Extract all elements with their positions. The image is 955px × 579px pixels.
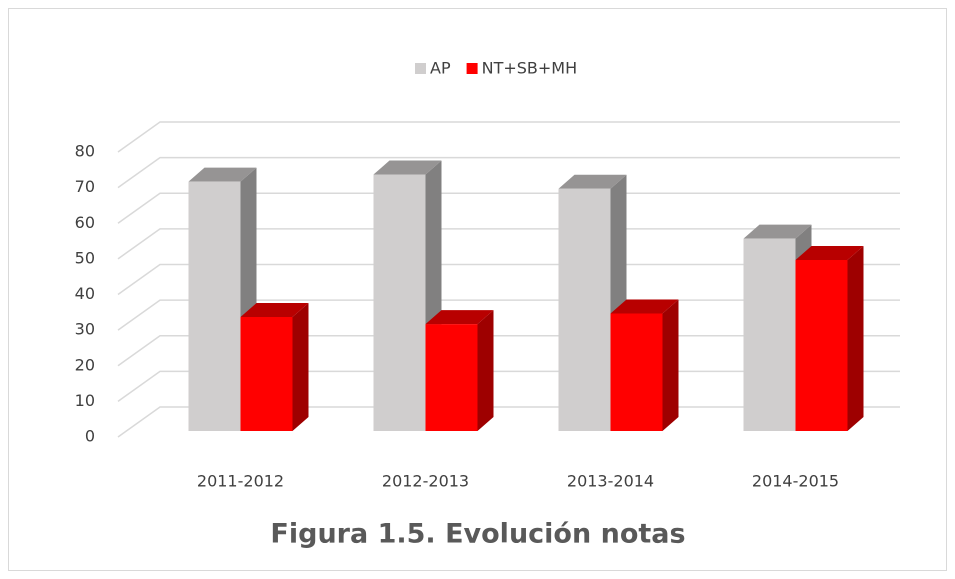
y-tick-label: 60	[75, 213, 95, 232]
grid-line	[117, 156, 900, 189]
bar-top	[188, 167, 257, 182]
y-tick-label: 10	[75, 391, 95, 410]
bar-side	[477, 310, 494, 431]
bar-front	[610, 313, 663, 431]
y-tick-label: 40	[75, 284, 95, 303]
legend-swatch	[415, 63, 426, 74]
bar	[795, 246, 864, 431]
legend-label: NT+SB+MH	[482, 59, 578, 78]
x-tick-label: 2013-2014	[567, 472, 654, 491]
grid-line	[117, 192, 900, 224]
y-tick-label: 20	[75, 355, 95, 374]
bar	[610, 299, 679, 431]
bar-top	[610, 299, 679, 314]
bar-top	[373, 160, 442, 175]
y-tick-label: 80	[75, 142, 95, 161]
bar-top	[425, 310, 494, 325]
bar-top	[743, 224, 812, 239]
y-tick-label: 0	[85, 427, 95, 446]
bar-front	[240, 317, 293, 431]
bar-top	[240, 303, 309, 317]
bar-top	[558, 174, 627, 189]
bar	[558, 174, 627, 431]
bar	[240, 303, 309, 431]
chart-title: Figura 1.5. Evolución notas	[270, 519, 685, 550]
x-tick-label: 2011-2012	[197, 472, 284, 491]
grid-line	[117, 263, 900, 296]
legend-label: AP	[430, 59, 451, 78]
x-tick-label: 2014-2015	[752, 472, 839, 491]
bar-front	[558, 188, 611, 431]
bar-side	[847, 246, 864, 431]
legend-swatch	[466, 63, 478, 74]
bar	[425, 310, 494, 431]
bar-side	[292, 303, 309, 431]
grid-line	[117, 121, 900, 153]
bar-front	[188, 181, 241, 431]
bar-front	[743, 238, 796, 431]
y-tick-label: 30	[75, 320, 95, 339]
bar-front	[373, 174, 426, 431]
y-tick-label: 50	[75, 248, 95, 267]
x-tick-label: 2012-2013	[382, 472, 469, 491]
bar-front	[795, 260, 848, 431]
grid-line	[117, 228, 900, 260]
bar-front	[425, 324, 478, 431]
bar-top	[795, 246, 864, 260]
y-tick-label: 70	[75, 177, 95, 196]
bar-side	[662, 299, 679, 431]
